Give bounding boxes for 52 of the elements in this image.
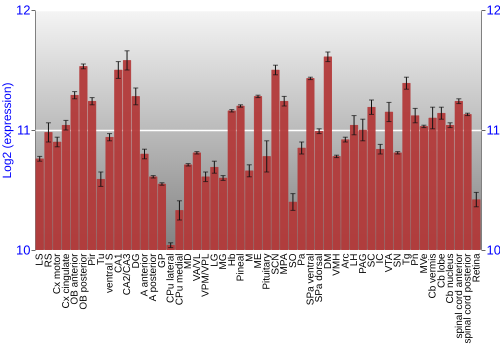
x-tick-label: Tg	[401, 254, 412, 266]
x-tick-label: DG	[130, 253, 142, 268]
x-tick-label: ME	[253, 253, 264, 268]
x-tick-label: IC	[375, 254, 386, 264]
x-tick-label: SO	[288, 253, 299, 268]
x-tick-label: Pir	[87, 252, 98, 266]
x-tick-label: SPa dorsal	[314, 254, 326, 302]
x-tick-label: SPa ventral	[305, 254, 316, 306]
y2-tick-label: 10	[486, 242, 500, 258]
x-tick-label: OB anterior	[70, 252, 81, 305]
x-tick-label: LS	[34, 253, 46, 266]
x-tick-label: CA1	[113, 253, 124, 273]
x-tick-label: VMH	[332, 254, 343, 276]
x-tick-label: A anterior	[139, 252, 150, 296]
x-tick-label: Pituitary	[262, 254, 273, 290]
x-tick-label: SN	[392, 254, 404, 268]
y-tick-label: 10	[16, 242, 30, 258]
x-tick-label: CPu medial	[174, 254, 186, 306]
x-tick-label: LG	[209, 253, 220, 267]
x-tick-label: OB posterior	[78, 252, 90, 310]
x-tick-label: VA/VL	[192, 253, 203, 282]
x-tick-label: Pineal	[236, 254, 247, 282]
y2-tick-label: 11	[486, 122, 500, 138]
x-tick-label: MPA	[279, 253, 290, 274]
x-tick-label: RS	[43, 253, 54, 268]
x-tick-label: GP	[156, 253, 168, 268]
x-tick-label: VTA	[384, 253, 395, 272]
x-tick-label: Pa	[296, 253, 308, 266]
x-tick-label: spinal cord anterior	[454, 252, 465, 339]
y-tick-label: 12	[16, 2, 30, 18]
x-tick-label: Cx cingulate	[60, 253, 72, 309]
y-tick-label: 11	[17, 122, 30, 138]
x-tick-label: VPM/VPL	[200, 253, 212, 297]
y2-tick-label: 12	[486, 2, 500, 18]
x-tick-label: MVe	[418, 253, 430, 274]
x-tick-label: Hb	[226, 253, 238, 266]
x-tick-label: SCN	[270, 254, 282, 275]
x-tick-label: Retina	[471, 253, 482, 282]
x-tick-label: CA2/CA3	[122, 253, 134, 296]
x-tick-label: Arc	[340, 254, 352, 268]
x-tick-label: M	[244, 254, 256, 262]
x-tick-label: Tu	[96, 254, 107, 265]
x-tick-label: LH	[349, 254, 360, 266]
x-tick-label: Pn	[410, 254, 422, 266]
x-tick-label: PAG	[358, 253, 369, 274]
y-axis-title: Log2 (expression)	[0, 82, 14, 179]
x-tick-label: Cb lobe	[436, 253, 448, 288]
x-tick-label: Cb nucleus	[445, 254, 456, 304]
x-tick-label: DM	[322, 254, 334, 270]
x-tick-label: A posterior	[148, 252, 160, 302]
x-tick-label: ventral S	[104, 253, 116, 293]
x-tick-label: spinal cord posterior	[462, 252, 474, 344]
